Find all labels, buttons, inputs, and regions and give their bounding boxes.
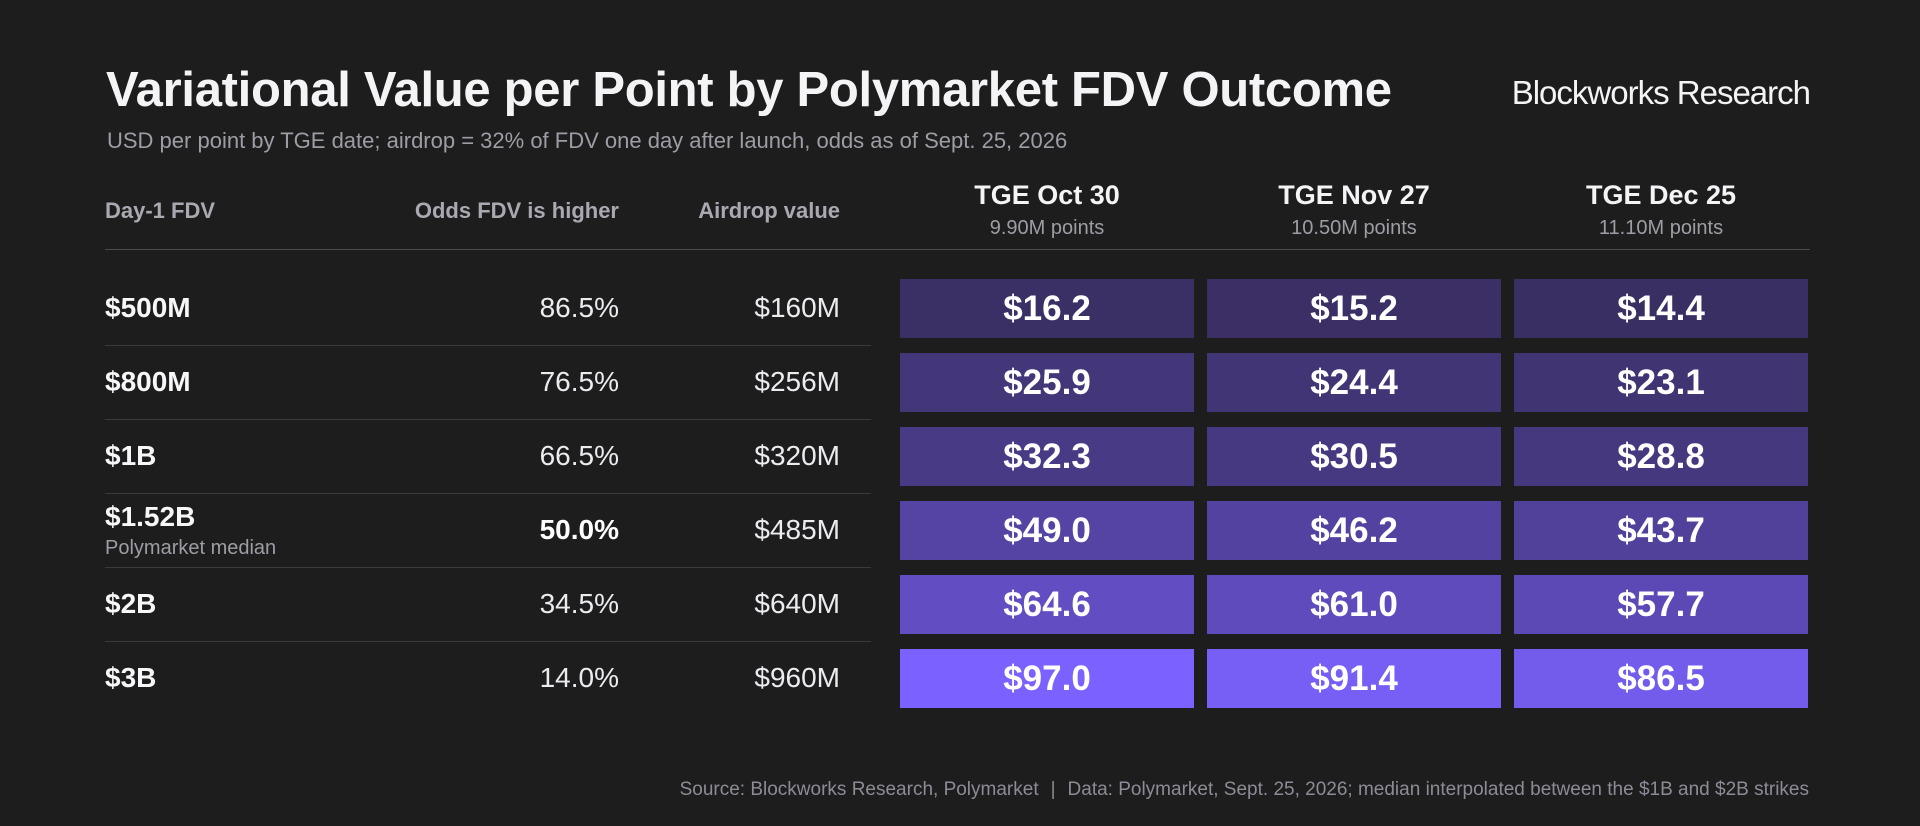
value-cell: $23.1	[1514, 353, 1808, 412]
column-header-odds: Odds FDV is higher	[414, 198, 619, 223]
tge-column-header: TGE Dec 25 11.10M points	[1514, 180, 1808, 240]
value-cell: $25.9	[900, 353, 1194, 412]
row-odds-value: 34.5%	[539, 587, 619, 619]
row-odds-value: 66.5%	[539, 439, 619, 471]
value-cell: $15.2	[1207, 279, 1501, 338]
row-airdrop-value: $485M	[754, 513, 840, 545]
brand-logo: Blockworks Research	[1511, 74, 1811, 111]
value-cell: $49.0	[900, 501, 1194, 560]
row-divider	[105, 493, 871, 494]
row-airdrop-value: $640M	[754, 587, 840, 619]
value-cell: $24.4	[1207, 353, 1501, 412]
row-airdrop-value: $320M	[754, 439, 840, 471]
row-fdv-label: $1.52B	[105, 500, 196, 532]
value-cell: $46.2	[1207, 501, 1501, 560]
row-divider	[105, 641, 871, 642]
value-cell: $86.5	[1514, 649, 1808, 708]
footer: Source: Blockworks Research, Polymarket |…	[680, 779, 1809, 801]
row-fdv-label: $800M	[105, 365, 191, 397]
value-cell: $57.7	[1514, 575, 1808, 634]
row-odds-value: 86.5%	[539, 291, 619, 323]
value-cell: $97.0	[900, 649, 1194, 708]
row-fdv-label: $500M	[105, 291, 191, 323]
chart-title: Variational Value per Point by Polymarke…	[106, 63, 1392, 117]
value-cell: $91.4	[1207, 649, 1501, 708]
row-fdv-label: $1B	[105, 439, 157, 471]
header-divider	[105, 249, 1810, 250]
chart-subtitle: USD per point by TGE date; airdrop = 32%…	[107, 128, 1068, 153]
tge-column-header: TGE Nov 27 10.50M points	[1207, 180, 1501, 240]
row-divider	[105, 419, 871, 420]
tge-column-title: TGE Dec 25	[1585, 180, 1737, 210]
value-cell: $16.2	[900, 279, 1194, 338]
tge-column-points: 9.90M points	[989, 217, 1105, 239]
column-header-fdv: Day-1 FDV	[105, 198, 216, 223]
tge-column-title: TGE Oct 30	[974, 180, 1120, 210]
row-odds-value: 14.0%	[539, 661, 619, 693]
tge-column-header: TGE Oct 30 9.90M points	[900, 180, 1194, 240]
tge-column-points: 10.50M points	[1291, 217, 1417, 239]
row-odds-value: 76.5%	[539, 365, 619, 397]
value-cell: $64.6	[900, 575, 1194, 634]
tge-column-title: TGE Nov 27	[1278, 180, 1430, 210]
row-airdrop-value: $256M	[754, 365, 840, 397]
row-fdv-note: Polymarket median	[105, 536, 277, 559]
row-fdv-label: $2B	[105, 587, 157, 619]
footer-data-note: Data: Polymarket, Sept. 25, 2026; median…	[1067, 779, 1809, 800]
value-cell: $32.3	[900, 427, 1194, 486]
value-cell: $43.7	[1514, 501, 1808, 560]
tge-column-points: 11.10M points	[1598, 217, 1724, 239]
value-cell: $61.0	[1207, 575, 1501, 634]
row-fdv-label: $3B	[105, 661, 157, 693]
footer-source: Source: Blockworks Research, Polymarket	[679, 779, 1039, 800]
value-cell: $28.8	[1514, 427, 1808, 486]
row-divider	[105, 567, 871, 568]
row-airdrop-value: $160M	[754, 291, 840, 323]
row-divider	[105, 345, 871, 346]
value-cell: $30.5	[1207, 427, 1501, 486]
row-airdrop-value: $960M	[754, 661, 840, 693]
value-cell: $14.4	[1514, 279, 1808, 338]
footer-separator: |	[1050, 779, 1056, 800]
column-header-airdrop: Airdrop value	[698, 198, 840, 223]
row-odds-value: 50.0%	[539, 513, 619, 545]
